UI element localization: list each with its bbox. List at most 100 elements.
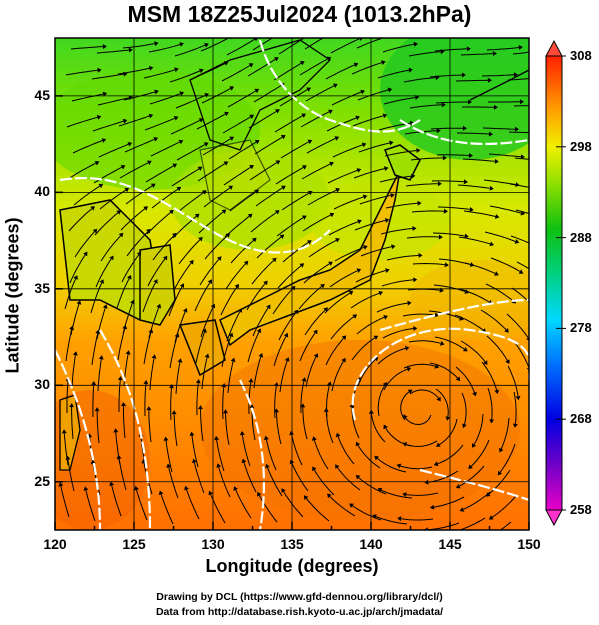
streamline xyxy=(92,384,95,418)
streamlines xyxy=(58,30,548,530)
streamline-arrow xyxy=(154,41,159,47)
streamline-arrow xyxy=(94,407,100,412)
streamline-arrow xyxy=(109,255,114,261)
streamline xyxy=(305,85,335,102)
streamline-arrow xyxy=(221,209,227,214)
streamline xyxy=(507,77,529,81)
streamline xyxy=(277,265,302,289)
streamline xyxy=(300,381,305,414)
streamline xyxy=(304,38,325,50)
streamline-arrow xyxy=(307,139,313,145)
streamline xyxy=(175,362,181,395)
streamline xyxy=(458,236,491,245)
streamline-arrow xyxy=(150,183,156,188)
colorbar-tick-label: 258 xyxy=(570,502,592,517)
streamline-arrow xyxy=(229,136,234,141)
streamline-arrow xyxy=(248,63,254,68)
streamline xyxy=(243,462,257,493)
streamline-arrow xyxy=(372,514,377,519)
streamline-arrow xyxy=(143,206,148,211)
streamline-arrow xyxy=(116,454,122,460)
streamline-arrow xyxy=(520,154,525,160)
streamline-arrow xyxy=(169,384,174,389)
streamline xyxy=(513,105,529,107)
streamline-arrow xyxy=(413,326,418,331)
streamline xyxy=(247,58,276,77)
streamline xyxy=(98,143,129,158)
x-tick-label: 120 xyxy=(43,536,67,552)
streamline-arrow xyxy=(360,89,365,95)
streamline-arrow xyxy=(390,193,395,198)
credit-data: Data from http://database.rish.kyoto-u.a… xyxy=(155,606,444,618)
streamline xyxy=(431,180,465,183)
streamline-arrow xyxy=(177,358,183,363)
streamline-arrow xyxy=(272,257,277,263)
streamline-arrow xyxy=(385,268,390,273)
streamline-arrow xyxy=(90,206,95,211)
streamline-arrow xyxy=(120,165,126,170)
streamline xyxy=(221,336,232,368)
streamline-arrow xyxy=(518,45,523,50)
streamline xyxy=(352,505,382,521)
streamline-arrow xyxy=(405,345,410,351)
streamline xyxy=(91,73,124,80)
streamline-arrow xyxy=(377,487,383,493)
colorbar xyxy=(545,39,566,527)
streamline xyxy=(85,490,96,522)
streamline xyxy=(410,157,443,161)
streamline xyxy=(199,258,220,286)
streamline-arrow xyxy=(263,280,268,286)
streamline-arrow xyxy=(174,67,179,73)
streamline-arrow xyxy=(435,442,441,447)
streamline xyxy=(92,120,124,132)
streamline-arrow xyxy=(374,455,379,461)
streamline xyxy=(460,53,494,56)
streamline-arrow xyxy=(313,329,318,335)
streamline-arrow xyxy=(355,475,361,480)
streamline xyxy=(428,470,459,483)
streamline xyxy=(306,137,336,154)
streamline-arrow xyxy=(499,447,504,453)
x-tick-label: 140 xyxy=(359,536,383,552)
streamline-arrow xyxy=(256,328,262,334)
streamline xyxy=(406,440,438,447)
streamline-arrow xyxy=(468,464,473,469)
streamline-arrow xyxy=(300,403,306,408)
streamline xyxy=(125,185,153,205)
streamline xyxy=(171,168,200,187)
streamline xyxy=(308,239,337,258)
colorbar-tick-label: 278 xyxy=(570,320,592,336)
streamline-arrow xyxy=(489,185,494,191)
streamline xyxy=(145,165,174,183)
streamline-arrow xyxy=(102,44,107,50)
streamline xyxy=(66,116,98,128)
streamline-arrow xyxy=(331,30,336,34)
streamline xyxy=(251,408,256,441)
streamline-arrow xyxy=(541,130,545,135)
y-tick-label: 40 xyxy=(34,183,50,200)
streamline xyxy=(455,79,489,82)
streamline-arrow xyxy=(199,68,204,74)
streamline xyxy=(194,282,211,312)
streamline-arrow xyxy=(204,93,209,98)
streamline xyxy=(484,231,516,242)
streamline-arrow xyxy=(174,333,180,338)
streamline-arrow xyxy=(172,232,177,238)
streamline xyxy=(175,94,206,109)
streamline xyxy=(252,38,274,51)
streamline-arrow xyxy=(327,381,332,386)
streamline xyxy=(379,175,412,183)
streamline-arrow xyxy=(279,31,284,35)
streamline-arrow xyxy=(202,328,207,333)
streamline-arrow xyxy=(203,142,209,147)
streamline xyxy=(384,150,417,157)
streamline-arrow xyxy=(328,109,333,115)
streamline-arrow xyxy=(544,47,548,52)
streamline-arrow xyxy=(251,237,257,243)
streamline xyxy=(200,409,204,442)
streamline-arrow xyxy=(512,423,518,428)
streamline xyxy=(198,211,224,234)
streamline xyxy=(400,391,410,421)
streamline-arrow xyxy=(335,187,340,193)
streamline xyxy=(514,157,529,160)
